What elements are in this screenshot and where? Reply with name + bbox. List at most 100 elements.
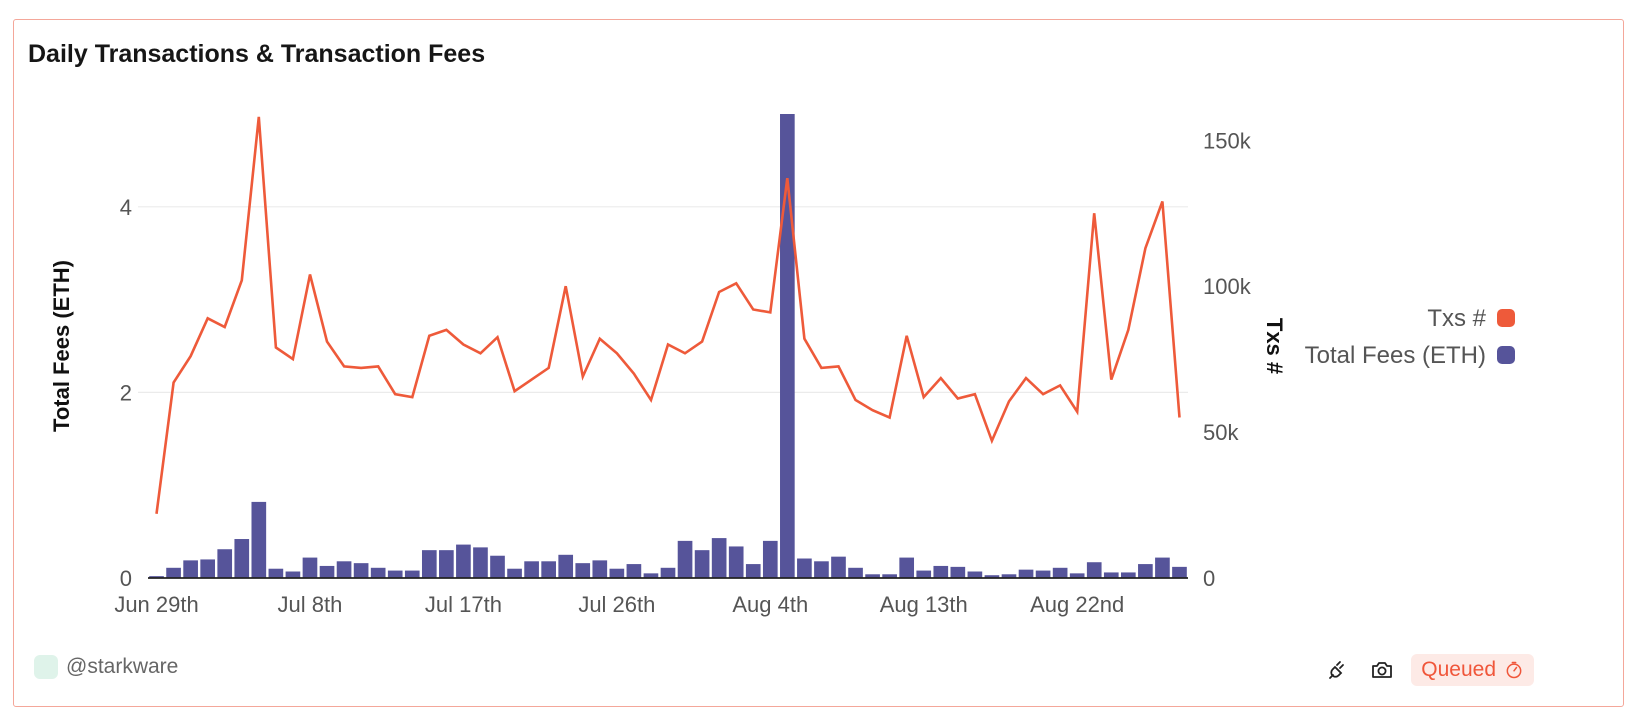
txs-point[interactable]: [630, 370, 638, 378]
txs-point[interactable]: [528, 376, 536, 384]
fee-bar[interactable]: [200, 559, 216, 578]
fee-bar[interactable]: [541, 561, 556, 578]
txs-point[interactable]: [596, 335, 604, 343]
fee-bar[interactable]: [984, 575, 1000, 578]
txs-point[interactable]: [187, 352, 195, 360]
fee-bar[interactable]: [762, 540, 778, 578]
txs-point[interactable]: [852, 396, 860, 404]
txs-point[interactable]: [766, 308, 774, 316]
fee-bar[interactable]: [336, 561, 352, 578]
fee-bar[interactable]: [694, 550, 710, 578]
txs-line[interactable]: [155, 116, 1181, 514]
fee-bar[interactable]: [609, 568, 625, 578]
fee-bar[interactable]: [473, 547, 488, 578]
txs-point[interactable]: [1039, 390, 1047, 398]
fee-bar[interactable]: [950, 566, 966, 578]
fee-bar[interactable]: [1086, 562, 1102, 578]
txs-point[interactable]: [1090, 209, 1098, 217]
txs-point[interactable]: [1073, 408, 1081, 416]
fee-bar[interactable]: [524, 561, 539, 578]
txs-point[interactable]: [800, 335, 808, 343]
fee-bar[interactable]: [217, 549, 233, 578]
fee-bar[interactable]: [302, 557, 318, 578]
txs-point[interactable]: [545, 364, 553, 372]
fee-bar[interactable]: [814, 561, 829, 578]
fee-bar[interactable]: [319, 565, 335, 578]
txs-point[interactable]: [920, 393, 928, 401]
fee-bar[interactable]: [643, 573, 659, 578]
txs-point[interactable]: [357, 364, 365, 372]
txs-point[interactable]: [511, 387, 519, 395]
txs-point[interactable]: [834, 362, 842, 370]
fee-bar[interactable]: [848, 567, 863, 578]
fee-bar[interactable]: [285, 571, 301, 578]
fee-bar[interactable]: [1069, 573, 1085, 578]
txs-point[interactable]: [971, 390, 979, 398]
fee-bar[interactable]: [1052, 567, 1068, 578]
fee-bar[interactable]: [797, 558, 812, 578]
legend-label[interactable]: Total Fees (ETH): [1305, 342, 1486, 369]
txs-point[interactable]: [459, 341, 467, 349]
txs-point[interactable]: [476, 349, 484, 357]
fee-bar[interactable]: [251, 501, 267, 578]
txs-point[interactable]: [1107, 376, 1115, 384]
fee-bar[interactable]: [575, 563, 591, 578]
fee-bar[interactable]: [592, 560, 608, 578]
txs-point[interactable]: [869, 406, 877, 414]
txs-point[interactable]: [340, 362, 348, 370]
txs-point[interactable]: [749, 306, 757, 314]
txs-point[interactable]: [732, 279, 740, 287]
txs-point[interactable]: [1022, 374, 1030, 382]
txs-point[interactable]: [681, 349, 689, 357]
fee-bar[interactable]: [831, 556, 846, 578]
txs-point[interactable]: [1005, 397, 1013, 405]
fee-bar[interactable]: [370, 567, 386, 578]
fee-bar[interactable]: [1155, 557, 1170, 578]
txs-point[interactable]: [425, 332, 433, 340]
fee-bar[interactable]: [1172, 566, 1187, 578]
txs-point[interactable]: [374, 362, 382, 370]
legend-label[interactable]: Txs #: [1427, 305, 1486, 332]
txs-point[interactable]: [408, 393, 416, 401]
txs-point[interactable]: [1141, 244, 1149, 252]
fee-bar[interactable]: [490, 555, 505, 578]
txs-point[interactable]: [272, 343, 280, 351]
txs-point[interactable]: [1124, 326, 1132, 334]
txs-point[interactable]: [306, 271, 314, 279]
fee-bar[interactable]: [1120, 572, 1136, 578]
fee-bar[interactable]: [353, 563, 369, 578]
fee-bar[interactable]: [456, 544, 471, 578]
fee-bar[interactable]: [626, 564, 642, 578]
fee-bar[interactable]: [1138, 564, 1153, 578]
txs-point[interactable]: [289, 355, 297, 363]
txs-point[interactable]: [494, 333, 502, 341]
txs-point[interactable]: [579, 373, 587, 381]
camera-icon[interactable]: [1367, 655, 1397, 685]
fee-bar[interactable]: [865, 574, 880, 578]
fee-bar[interactable]: [745, 564, 761, 578]
fee-bar[interactable]: [558, 554, 574, 578]
txs-point[interactable]: [988, 437, 996, 445]
txs-point[interactable]: [903, 332, 911, 340]
txs-point[interactable]: [1175, 413, 1183, 421]
fee-bar[interactable]: [916, 570, 932, 578]
fee-bar[interactable]: [1103, 572, 1119, 578]
txs-point[interactable]: [1158, 198, 1166, 206]
txs-point[interactable]: [937, 374, 945, 382]
fee-bar[interactable]: [404, 570, 420, 578]
fee-bar[interactable]: [421, 550, 437, 578]
author[interactable]: @starkware: [34, 655, 178, 679]
fee-bar[interactable]: [1018, 569, 1034, 578]
txs-point[interactable]: [221, 323, 229, 331]
txs-point[interactable]: [817, 364, 825, 372]
fee-bar[interactable]: [507, 568, 522, 578]
txs-point[interactable]: [698, 338, 706, 346]
fee-bar[interactable]: [1001, 574, 1017, 578]
fee-bar[interactable]: [234, 539, 250, 578]
fee-bar[interactable]: [268, 568, 284, 578]
txs-point[interactable]: [562, 282, 570, 290]
fee-bar[interactable]: [967, 571, 983, 578]
txs-point[interactable]: [204, 314, 212, 322]
txs-point[interactable]: [647, 396, 655, 404]
fee-bar[interactable]: [439, 550, 454, 578]
